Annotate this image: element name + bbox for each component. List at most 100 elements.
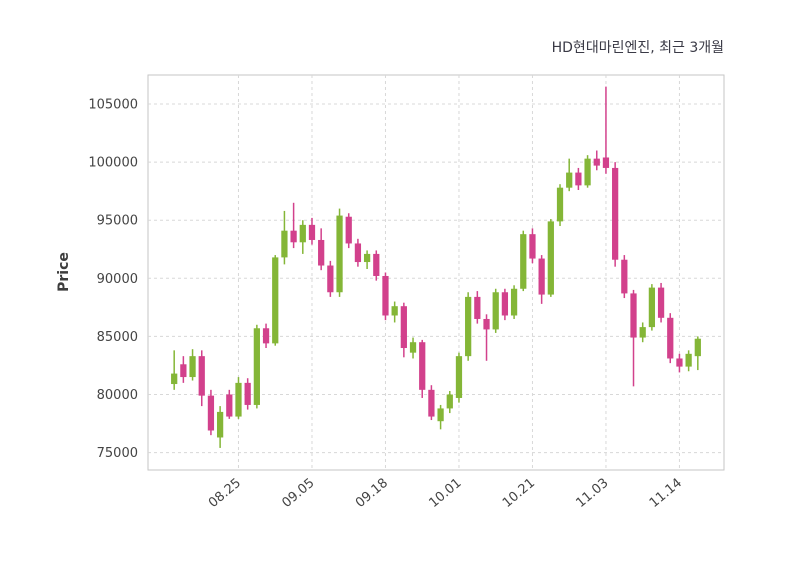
candlestick xyxy=(575,167,582,191)
candlestick xyxy=(281,210,288,265)
candlestick xyxy=(667,313,674,364)
x-tick-label: 09.18 xyxy=(353,476,391,511)
candlestick xyxy=(621,255,628,299)
candlestick xyxy=(363,250,371,270)
candlestick xyxy=(437,404,444,430)
candlestick xyxy=(198,350,205,407)
candle-body xyxy=(446,394,453,409)
candlestick xyxy=(428,385,435,421)
candle-body xyxy=(345,216,352,244)
candlestick xyxy=(345,213,352,249)
candle-body xyxy=(419,342,426,390)
x-axis-ticks: 08.25 09.05 09.18 10.01 10.21 11.03 11.14 xyxy=(206,476,685,511)
candle-body xyxy=(492,292,499,330)
candle-body xyxy=(262,328,270,344)
candle-body xyxy=(391,306,398,316)
candlestick xyxy=(474,291,481,324)
candlestick xyxy=(529,228,536,264)
candlestick xyxy=(216,406,224,448)
x-tick-label: 10.01 xyxy=(426,476,464,511)
candle-body xyxy=(584,158,591,186)
grid-lines xyxy=(148,75,724,470)
x-tick-label: 11.03 xyxy=(573,476,611,511)
candlestick xyxy=(244,378,251,410)
x-tick-label: 10.21 xyxy=(500,476,538,511)
candlestick xyxy=(299,220,306,254)
candlestick xyxy=(501,288,509,321)
candlestick xyxy=(354,238,362,267)
candle-body xyxy=(327,265,334,293)
candlestick xyxy=(290,202,297,249)
candlestick xyxy=(538,255,545,304)
candle-body xyxy=(538,258,545,295)
candle-body xyxy=(621,259,628,294)
candlestick xyxy=(419,339,426,398)
candle-body xyxy=(189,356,196,378)
candle-body xyxy=(685,353,692,367)
candle-body xyxy=(501,292,509,316)
y-tick-label: 85000 xyxy=(97,330,138,345)
candlestick xyxy=(465,292,472,361)
candle-body xyxy=(198,356,205,396)
y-axis-ticks: 75000 80000 85000 90000 95000 100000 105000 xyxy=(88,98,138,462)
candle-body xyxy=(556,187,564,222)
candlestick xyxy=(207,389,215,436)
candle-body xyxy=(630,293,637,338)
candle-body xyxy=(566,172,573,188)
candle-body xyxy=(529,234,536,259)
y-tick-label: 105000 xyxy=(88,98,138,113)
candle-body xyxy=(253,328,260,405)
candle-body xyxy=(465,296,472,357)
candlestick xyxy=(308,217,316,245)
candle-body xyxy=(363,253,371,263)
candlestick xyxy=(327,260,334,297)
candle-body xyxy=(354,243,362,263)
candlestick xyxy=(602,86,610,174)
y-tick-label: 100000 xyxy=(88,156,138,171)
candlestick xyxy=(272,255,279,346)
candle-body xyxy=(648,287,656,328)
candlestick xyxy=(612,162,619,267)
plot-area xyxy=(147,74,725,471)
candlestick xyxy=(318,228,325,271)
candlestick xyxy=(400,302,407,358)
candlestick xyxy=(409,337,417,359)
candle-body xyxy=(281,230,288,258)
candle-body xyxy=(382,275,389,316)
chart-title: HD현대마린엔진, 최근 3개월 xyxy=(552,40,724,56)
candle-body xyxy=(694,338,701,357)
candlestick xyxy=(226,389,233,419)
candle-body xyxy=(299,224,306,243)
candle-body xyxy=(676,358,683,367)
candle-body xyxy=(510,288,518,316)
candlestick xyxy=(483,314,490,361)
candle-body xyxy=(520,234,527,289)
y-tick-label: 80000 xyxy=(97,388,138,403)
candlestick xyxy=(566,158,573,192)
candlestick xyxy=(455,352,463,403)
candle-body xyxy=(602,157,610,168)
candle-body xyxy=(612,167,619,260)
candle-body xyxy=(409,342,417,353)
candle-body xyxy=(593,158,600,166)
candlestick xyxy=(235,377,242,419)
candlestick xyxy=(648,284,656,331)
candlestick xyxy=(391,301,398,323)
candle-body xyxy=(400,306,407,349)
candles xyxy=(171,86,701,448)
candle-body xyxy=(455,356,463,398)
candlestick xyxy=(253,324,260,409)
candlestick xyxy=(171,350,178,390)
candle-body xyxy=(437,408,444,422)
candle-body xyxy=(667,317,674,359)
candlestick xyxy=(520,230,527,292)
candle-body xyxy=(180,364,187,378)
candlestick xyxy=(446,391,453,414)
y-tick-label: 95000 xyxy=(97,214,138,229)
candle-body xyxy=(336,215,343,293)
candlestick xyxy=(382,272,389,321)
candle-body xyxy=(373,253,380,276)
candlestick xyxy=(373,250,380,281)
candle-body xyxy=(639,327,646,338)
